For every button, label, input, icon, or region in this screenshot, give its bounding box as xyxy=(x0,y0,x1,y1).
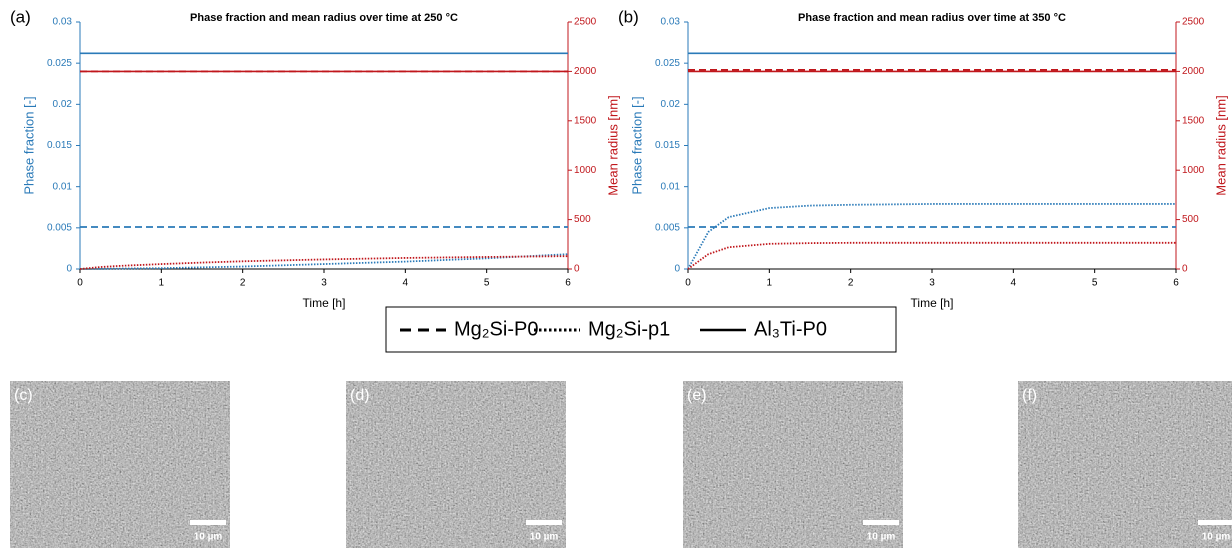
y-tick-label: 0.03 xyxy=(53,17,73,28)
y-tick-label: 0.01 xyxy=(53,181,73,192)
y-axis-label: Phase fraction [-] xyxy=(21,96,36,194)
y2-tick-label: 0 xyxy=(574,264,580,275)
y-tick-label: 0.025 xyxy=(655,58,680,69)
legend-box xyxy=(385,306,897,353)
micrograph-label: (f) xyxy=(1022,387,1037,404)
y2-axis-label: Mean radius [nm] xyxy=(605,95,620,195)
scale-label: 10 µm xyxy=(1202,532,1231,543)
y-tick-label: 0.025 xyxy=(47,58,72,69)
x-tick-label: 1 xyxy=(767,278,773,289)
y2-tick-label: 1500 xyxy=(1182,115,1205,126)
scale-bar xyxy=(190,520,226,525)
x-tick-label: 4 xyxy=(1011,278,1017,289)
x-tick-label: 6 xyxy=(1173,278,1179,289)
y-tick-label: 0.02 xyxy=(661,99,681,110)
y2-tick-label: 1000 xyxy=(574,165,597,176)
data-line xyxy=(687,241,1176,270)
x-tick-label: 4 xyxy=(403,278,409,289)
scale-bar xyxy=(1198,520,1232,525)
legend-label: Mg₂Si-p1 xyxy=(588,318,670,340)
x-tick-label: 2 xyxy=(848,278,854,289)
y-tick-label: 0.015 xyxy=(47,140,72,151)
chart-title: Phase fraction and mean radius over time… xyxy=(190,12,458,24)
x-tick-label: 1 xyxy=(159,278,165,289)
panel-label: (a) xyxy=(10,7,31,26)
micrograph xyxy=(1018,381,1232,548)
x-tick-label: 3 xyxy=(321,278,327,289)
chart-title: Phase fraction and mean radius over time… xyxy=(798,12,1066,24)
x-tick-label: 5 xyxy=(1092,278,1098,289)
scale-bar xyxy=(863,520,899,525)
legend-label: Al₃Ti-P0 xyxy=(754,318,827,340)
y-tick-label: 0.015 xyxy=(655,140,680,151)
y2-tick-label: 1000 xyxy=(1182,165,1205,176)
y2-tick-label: 2500 xyxy=(1182,17,1205,28)
y2-tick-label: 500 xyxy=(1182,214,1199,225)
y-tick-label: 0.005 xyxy=(47,222,72,233)
y-tick-label: 0 xyxy=(66,264,72,275)
y-tick-label: 0 xyxy=(674,264,680,275)
micrograph-label: (c) xyxy=(14,387,33,404)
y2-tick-label: 0 xyxy=(1182,264,1188,275)
y2-tick-label: 500 xyxy=(574,214,591,225)
y2-tick-label: 1500 xyxy=(574,115,597,126)
scale-label: 10 µm xyxy=(530,532,559,543)
x-tick-label: 3 xyxy=(929,278,935,289)
y-tick-label: 0.03 xyxy=(661,17,681,28)
legend-label: Mg₂Si-P0 xyxy=(454,318,538,340)
x-tick-label: 6 xyxy=(565,278,571,289)
y2-tick-label: 2500 xyxy=(574,17,597,28)
micrograph-label: (d) xyxy=(350,387,370,404)
y-tick-label: 0.01 xyxy=(661,181,681,192)
x-tick-label: 2 xyxy=(240,278,246,289)
y2-axis-label: Mean radius [nm] xyxy=(1213,95,1228,195)
y-tick-label: 0.005 xyxy=(655,222,680,233)
y-axis-label: Phase fraction [-] xyxy=(629,96,644,194)
data-line xyxy=(79,255,569,270)
scale-label: 10 µm xyxy=(194,532,223,543)
data-line xyxy=(79,253,569,270)
micrograph-label: (e) xyxy=(687,387,707,404)
x-axis-label: Time [h] xyxy=(911,296,954,310)
panel-label: (b) xyxy=(618,7,639,26)
x-axis-label: Time [h] xyxy=(303,296,346,310)
data-line xyxy=(687,203,1176,270)
scale-label: 10 µm xyxy=(867,532,896,543)
scale-bar xyxy=(526,520,562,525)
x-tick-label: 0 xyxy=(685,278,691,289)
x-tick-label: 5 xyxy=(484,278,490,289)
y-tick-label: 0.02 xyxy=(53,99,73,110)
y2-tick-label: 2000 xyxy=(574,66,597,77)
y2-tick-label: 2000 xyxy=(1182,66,1205,77)
x-tick-label: 0 xyxy=(77,278,83,289)
